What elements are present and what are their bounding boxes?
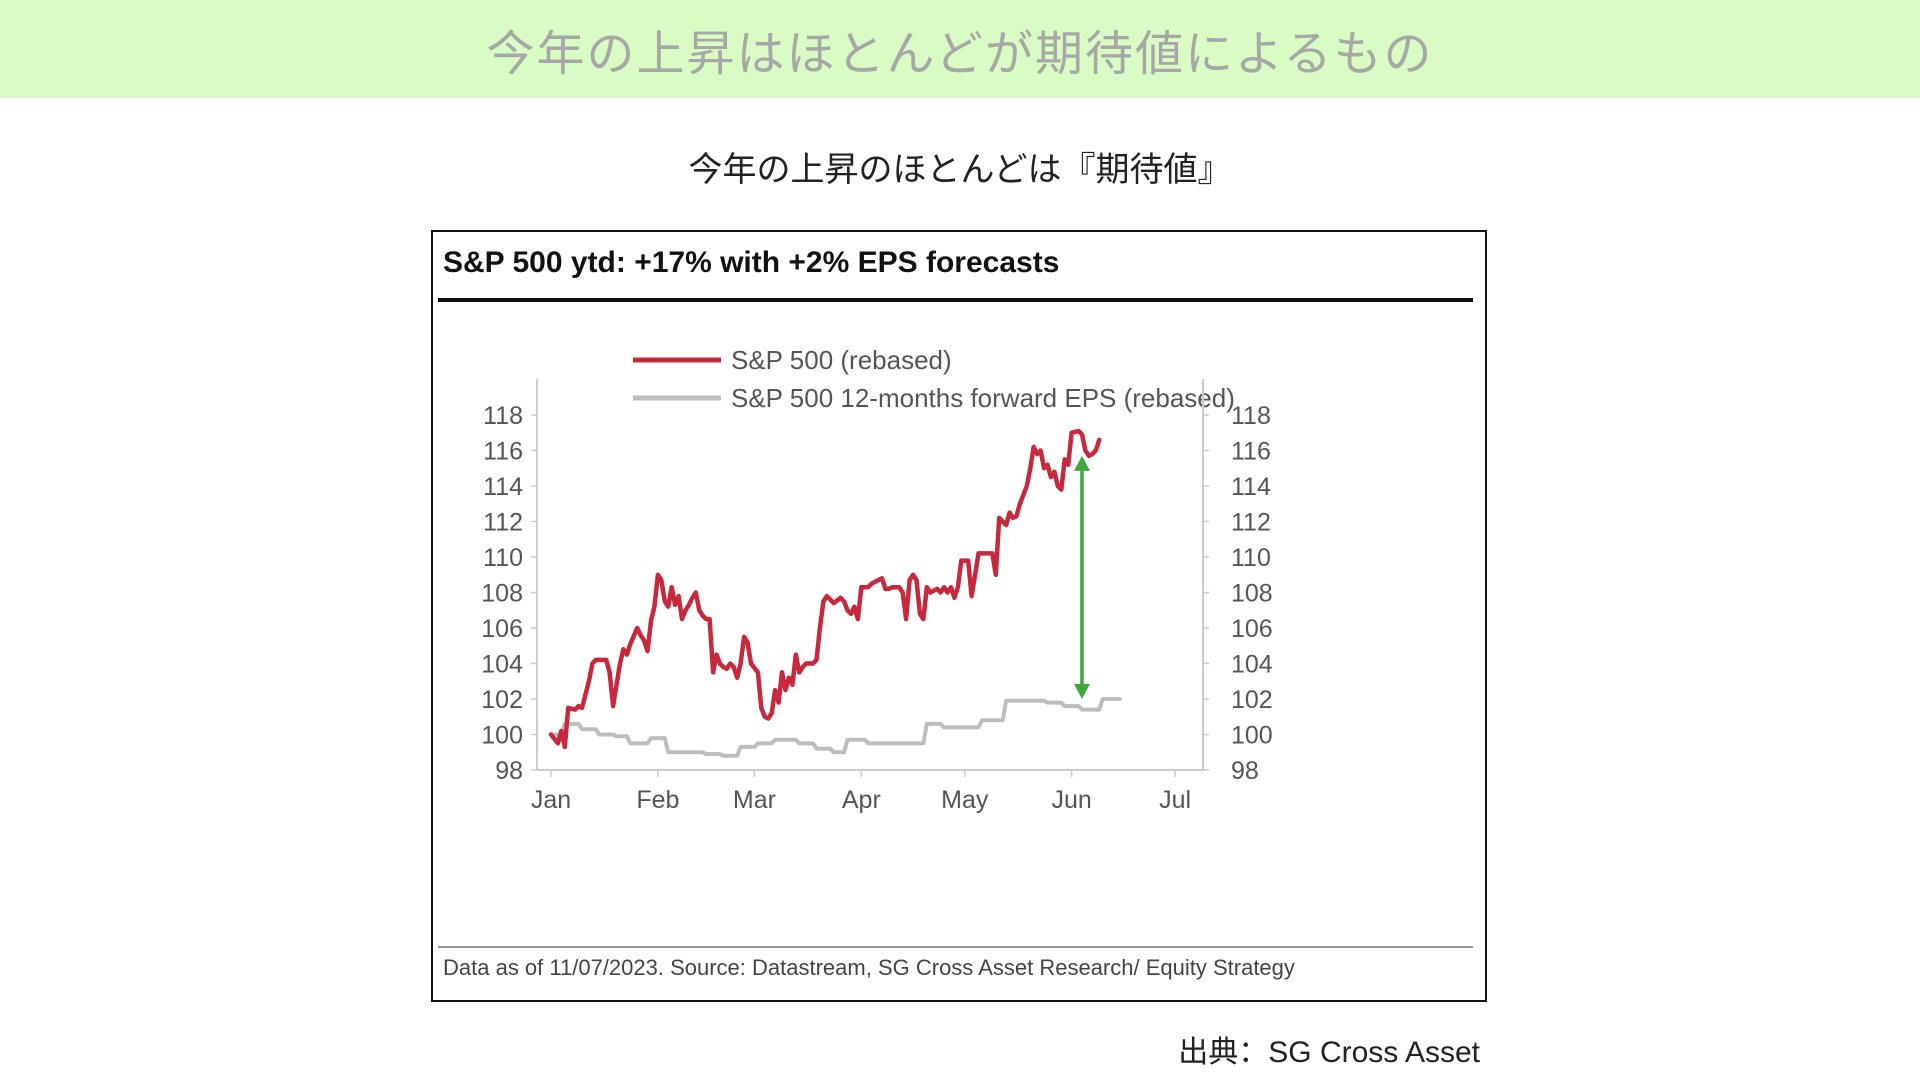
chart-svg: S&P 500 ytd: +17% with +2% EPS forecasts… [438,246,1473,980]
y-tick-label-right: 116 [1231,438,1271,466]
y-tick-label-left: 118 [483,402,523,430]
y-tick-label-left: 108 [481,580,523,608]
y-tick-label-left: 106 [481,615,523,643]
chart-frame: S&P 500 ytd: +17% with +2% EPS forecasts… [431,230,1487,1002]
x-tick-label: Feb [636,786,679,814]
banner-title: 今年の上昇はほとんどが期待値によるもの [486,26,1434,82]
chart-title: S&P 500 ytd: +17% with +2% EPS forecasts [443,246,1059,279]
slide-subtitle: 今年の上昇のほとんどは『期待値』 [688,150,1232,190]
y-tick-label-right: 112 [1231,509,1271,537]
x-tick-label: Jan [531,786,571,814]
y-tick-label-left: 104 [481,651,523,679]
y-tick-label-right: 100 [1231,722,1273,750]
y-tick-label-left: 100 [481,722,523,750]
x-tick-label: Apr [842,786,881,814]
chart-legend: S&P 500 (rebased) S&P 500 12-months forwa… [633,345,1235,413]
header-banner: 今年の上昇はほとんどが期待値によるもの [0,0,1920,98]
x-tick-label: Jul [1159,786,1191,814]
series-layer [548,428,1122,758]
x-tick-label: Jun [1051,786,1091,814]
y-tick-label-right: 104 [1231,651,1273,679]
annotation-layer [1073,455,1090,699]
y-tick-label-left: 112 [483,509,523,537]
gap-arrow-head-up [1073,455,1090,471]
y-tick-label-left: 114 [483,473,523,501]
legend-label: S&P 500 (rebased) [731,345,952,375]
y-tick-label-left: 102 [481,686,523,714]
legend-label: S&P 500 12-months forward EPS (rebased) [731,383,1235,413]
y-tick-label-right: 98 [1231,757,1259,785]
y-tick-label-right: 114 [1231,473,1271,501]
chart-footnote: Data as of 11/07/2023. Source: Datastrea… [443,955,1295,980]
y-tick-label-right: 102 [1231,686,1273,714]
chart-axes: 98 98 100 100 102 102 104 104 106 106 108 108 110 110… [481,379,1273,814]
y-tick-label-right: 110 [1231,544,1271,572]
y-tick-label-left: 110 [483,544,523,572]
x-tick-label: Mar [733,786,776,814]
y-tick-label-right: 108 [1231,580,1273,608]
series-line-eps [549,697,1122,758]
y-tick-label-right: 106 [1231,615,1273,643]
y-tick-label-left: 116 [483,438,523,466]
y-tick-label-left: 98 [495,757,523,785]
x-tick-label: May [941,786,989,814]
y-tick-label-right: 118 [1231,402,1271,430]
series-line-sp500 [548,428,1102,750]
gap-arrow-head-down [1073,684,1090,699]
source-credit: 出典：SG Cross Asset [1178,1036,1480,1069]
